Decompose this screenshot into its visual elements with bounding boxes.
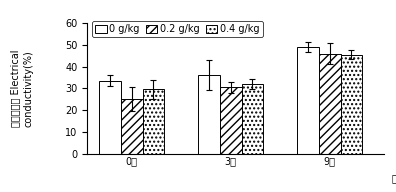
Bar [297, 47, 319, 154]
Bar [121, 99, 143, 154]
Bar [341, 55, 362, 154]
Legend: 0 g/kg, 0.2 g/kg, 0.4 g/kg: 0 g/kg, 0.2 g/kg, 0.4 g/kg [92, 21, 263, 37]
Bar [99, 81, 121, 154]
Bar [198, 75, 220, 154]
Bar [319, 54, 341, 154]
Text: 胁迫时间: 胁迫时间 [391, 173, 396, 183]
Bar [220, 87, 242, 154]
Bar [143, 89, 164, 154]
Bar [242, 84, 263, 154]
Text: 相对电导率 Electrical
conductivity(%): 相对电导率 Electrical conductivity(%) [10, 50, 33, 127]
